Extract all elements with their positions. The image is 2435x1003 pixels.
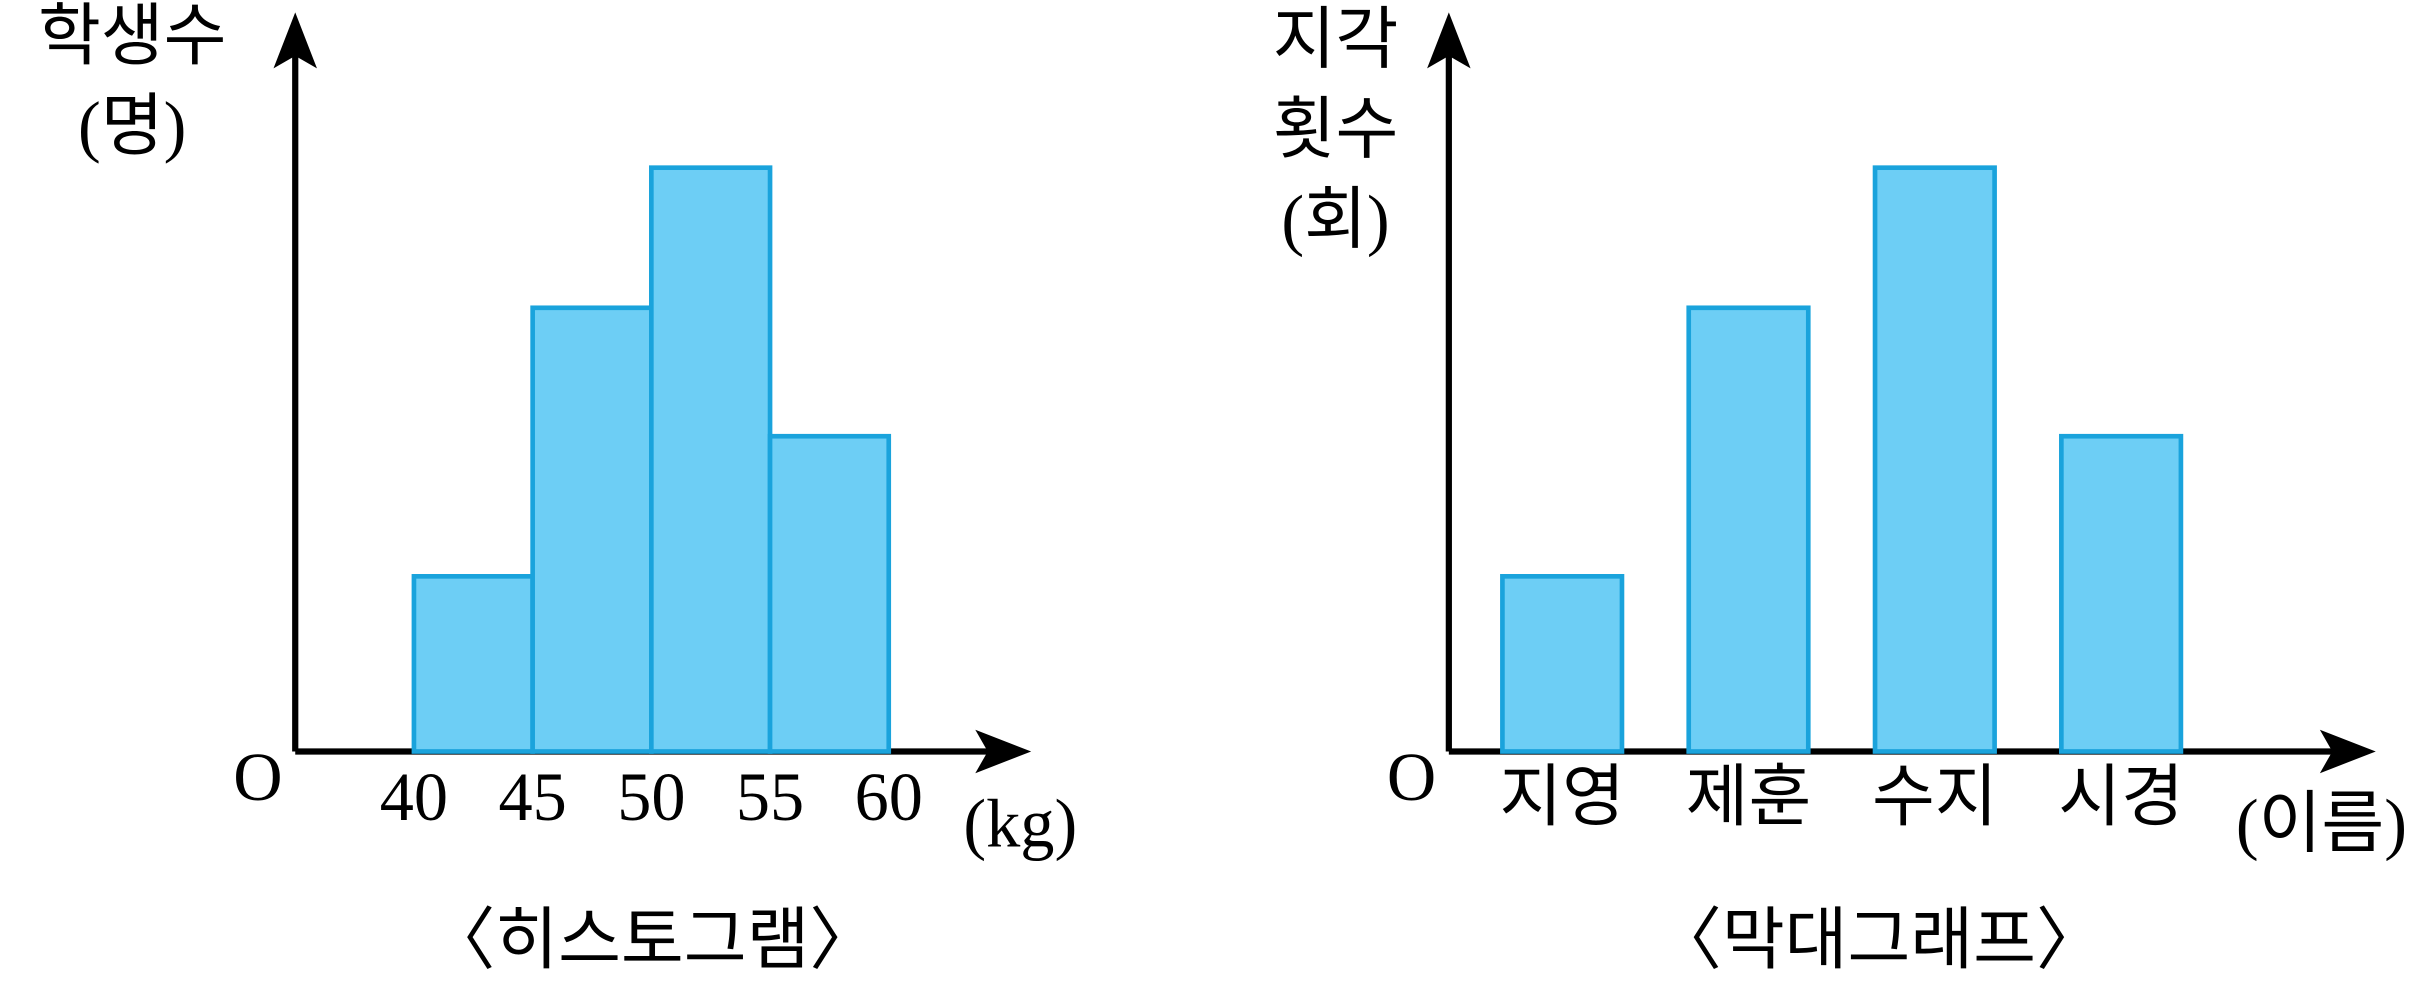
- y-arrow: [1427, 12, 1471, 69]
- x-arrow: [975, 729, 1032, 774]
- x-tick-label: 지영: [1499, 759, 1625, 835]
- origin-label: O: [1387, 739, 1436, 815]
- y-axis-label: 지각: [1273, 1, 1399, 77]
- origin-label: O: [233, 739, 282, 815]
- x-tick-label: 50: [617, 759, 685, 835]
- x-tick-label: 수지: [1872, 759, 1998, 835]
- x-arrow: [2319, 729, 2376, 774]
- y-axis-label: 횟수: [1273, 91, 1399, 167]
- y-axis-label: (명): [78, 88, 186, 164]
- x-tick-label: 45: [498, 759, 566, 835]
- x-axis-label: (kg): [963, 785, 1077, 861]
- bar: [1686, 305, 1811, 754]
- histogram-bar: [649, 165, 773, 754]
- bar: [1872, 165, 1997, 754]
- x-tick-label: 55: [736, 759, 804, 835]
- y-axis-label: (회): [1281, 181, 1389, 257]
- histogram-bar: [530, 305, 654, 754]
- bar: [2059, 433, 2184, 754]
- bar: [1500, 574, 1625, 754]
- x-tick-label: 40: [380, 759, 448, 835]
- chart-title: 〈막대그래프〉: [1654, 902, 2105, 978]
- chart-title: 〈히스토그램〉: [427, 902, 878, 978]
- x-tick-label: 시경: [2058, 759, 2184, 835]
- x-tick-label: 제훈: [1686, 759, 1812, 835]
- x-axis-label: (이름): [2236, 785, 2407, 861]
- histogram-bar: [411, 574, 535, 754]
- histogram-bar: [767, 433, 892, 754]
- y-axis-label: 학생수: [38, 0, 227, 74]
- y-arrow: [273, 12, 317, 69]
- x-tick-label: 60: [855, 759, 923, 835]
